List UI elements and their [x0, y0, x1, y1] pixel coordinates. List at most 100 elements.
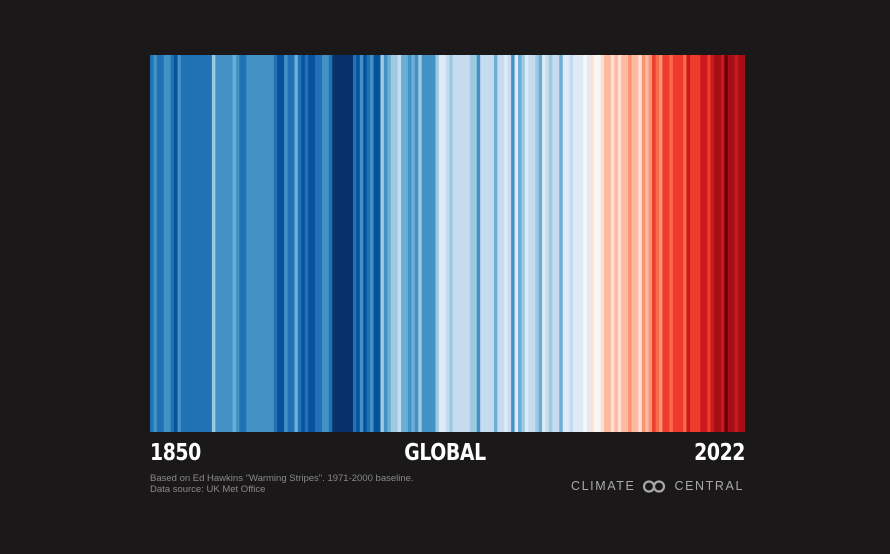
stripe-1934 — [438, 55, 443, 432]
stripe-1881 — [256, 55, 261, 432]
stripe-1993 — [641, 55, 646, 432]
stripe-1904 — [335, 55, 340, 432]
stripe-1954 — [507, 55, 512, 432]
stripe-1963 — [538, 55, 543, 432]
stripe-1966 — [548, 55, 553, 432]
stripe-2001 — [669, 55, 674, 432]
stripe-1947 — [483, 55, 488, 432]
stripe-2006 — [686, 55, 691, 432]
stripe-1967 — [552, 55, 557, 432]
stripe-1888 — [280, 55, 285, 432]
stripe-1971 — [566, 55, 571, 432]
stripe-1884 — [266, 55, 271, 432]
stripe-1853 — [160, 55, 165, 432]
stripe-1951 — [497, 55, 502, 432]
stripe-1914 — [370, 55, 375, 432]
stripe-1857 — [174, 55, 179, 432]
stripe-1916 — [376, 55, 382, 432]
stripe-1911 — [359, 55, 364, 432]
stripe-1906 — [342, 55, 347, 432]
stripe-1898 — [315, 55, 320, 432]
stripe-1941 — [462, 55, 468, 432]
stripe-1957 — [518, 55, 523, 432]
stripe-1980 — [597, 55, 602, 432]
stripe-1918 — [383, 55, 388, 432]
stripe-1989 — [628, 55, 633, 432]
stripe-1867 — [208, 55, 213, 432]
stripe-1940 — [459, 55, 464, 432]
stripe-1856 — [170, 55, 175, 432]
stripe-1929 — [421, 55, 426, 432]
stripe-1950 — [493, 55, 498, 432]
stripe-2007 — [689, 55, 695, 432]
stripe-1986 — [617, 55, 622, 432]
stripe-1944 — [473, 55, 478, 432]
stripe-1887 — [277, 55, 282, 432]
stripe-1908 — [349, 55, 354, 432]
end-year-label: 2022 — [694, 440, 745, 466]
stripe-1910 — [356, 55, 361, 432]
stripe-1870 — [218, 55, 223, 432]
stripe-1882 — [260, 55, 265, 432]
stripe-2022 — [741, 55, 745, 432]
stripe-1979 — [593, 55, 598, 432]
stripe-1983 — [607, 55, 612, 432]
stripe-1973 — [573, 55, 578, 432]
stripe-2010 — [700, 55, 705, 432]
stripe-1936 — [445, 55, 450, 432]
stripe-1931 — [428, 55, 433, 432]
stripe-1863 — [194, 55, 199, 432]
stripe-1948 — [487, 55, 492, 432]
stripe-1909 — [352, 55, 357, 432]
stripe-1861 — [187, 55, 192, 432]
stripe-1862 — [191, 55, 196, 432]
stripe-2003 — [676, 55, 681, 432]
stripe-1982 — [603, 55, 609, 432]
stripe-1897 — [311, 55, 316, 432]
stripe-1851 — [153, 55, 158, 432]
stripe-1974 — [576, 55, 581, 432]
stripe-1855 — [167, 55, 172, 432]
stripe-1883 — [263, 55, 268, 432]
stripe-1889 — [284, 55, 289, 432]
stripe-1893 — [297, 55, 302, 432]
stripe-1930 — [425, 55, 430, 432]
stripe-1925 — [407, 55, 412, 432]
stripe-1865 — [201, 55, 206, 432]
stripe-1864 — [198, 55, 203, 432]
stripe-1922 — [397, 55, 402, 432]
stripe-1987 — [621, 55, 626, 432]
stripe-1895 — [304, 55, 309, 432]
stripe-1932 — [432, 55, 437, 432]
stripe-1960 — [528, 55, 533, 432]
stripe-1876 — [239, 55, 244, 432]
stripe-1970 — [562, 55, 567, 432]
stripe-1953 — [504, 55, 509, 432]
stripe-2000 — [665, 55, 670, 432]
stripe-1956 — [514, 55, 519, 432]
stripe-1949 — [490, 55, 495, 432]
warming-stripes-chart — [150, 55, 745, 432]
stripe-1879 — [249, 55, 254, 432]
logo-text-left: CLIMATE — [571, 479, 636, 493]
stripe-1912 — [363, 55, 368, 432]
stripe-1892 — [294, 55, 299, 432]
stripe-1891 — [291, 55, 296, 432]
stripe-1877 — [242, 55, 247, 432]
logo-text-right: CENTRAL — [674, 479, 744, 493]
stripe-2021 — [738, 55, 743, 432]
stripe-1984 — [610, 55, 615, 432]
stripe-1869 — [215, 55, 220, 432]
stripe-1952 — [500, 55, 505, 432]
stripe-1988 — [624, 55, 629, 432]
stripe-1875 — [235, 55, 241, 432]
stripe-1997 — [655, 55, 660, 432]
start-year-label: 1850 — [150, 440, 201, 466]
stripe-2011 — [703, 55, 708, 432]
stripe-1977 — [586, 55, 591, 432]
stripe-1937 — [449, 55, 454, 432]
stripe-1955 — [511, 55, 516, 432]
stripe-2015 — [717, 55, 722, 432]
stripe-2014 — [714, 55, 719, 432]
stripe-1902 — [328, 55, 333, 432]
